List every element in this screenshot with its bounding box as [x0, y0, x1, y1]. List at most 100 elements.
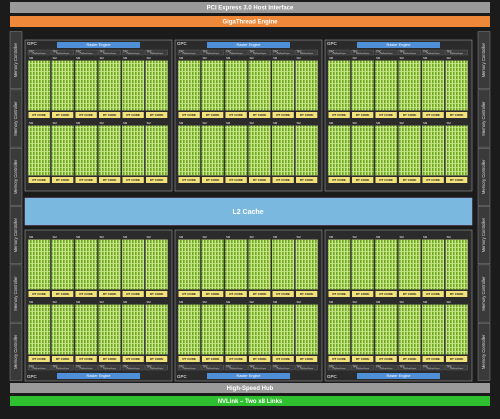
- rt-core-label: RT CORE: [206, 357, 220, 361]
- rt-core: [352, 291, 374, 297]
- tpc-label: TPC: [447, 49, 452, 53]
- rt-core-label: RT CORE: [32, 357, 46, 361]
- sm-cores: [351, 125, 374, 176]
- nvlink-label: NVLink – Two x8 Links: [218, 399, 283, 405]
- sm-label: SM: [179, 56, 184, 60]
- sm-label: SM: [29, 300, 34, 304]
- polymorph-label: PolyMorph Engine: [206, 53, 219, 55]
- rt-core-label: RT CORE: [56, 113, 70, 117]
- sm-label: SM: [447, 235, 452, 239]
- rt-core: [178, 177, 200, 183]
- rt-core: [272, 356, 294, 362]
- sm-cores: [98, 304, 121, 355]
- sm-cores: [27, 60, 51, 111]
- rt-core-label: RT CORE: [356, 292, 370, 296]
- sm-label: SM: [273, 121, 278, 125]
- tpc: [351, 49, 374, 56]
- rt-core-label: RT CORE: [379, 357, 393, 361]
- rt-core: [52, 112, 74, 118]
- sm-label: SM: [423, 56, 428, 60]
- sm-label: SM: [147, 121, 152, 125]
- tpc-label: TPC: [203, 49, 208, 53]
- sm-cores: [421, 239, 445, 290]
- rt-core-label: RT CORE: [103, 292, 117, 296]
- polymorph-label: PolyMorph Engine: [427, 53, 440, 55]
- rt-core: [272, 112, 294, 118]
- rt-core: [225, 177, 247, 183]
- sm-cores: [351, 304, 374, 355]
- sm-label: SM: [226, 121, 231, 125]
- memory-controller: [477, 147, 491, 206]
- sm-cores: [224, 239, 248, 290]
- sm-cores: [374, 239, 398, 290]
- sm-label: SM: [179, 300, 184, 304]
- sm-label: SM: [203, 235, 208, 239]
- sm-label: SM: [147, 56, 152, 60]
- memory-controller-label: Memory Controller: [13, 217, 18, 252]
- rt-core-label: RT CORE: [229, 292, 243, 296]
- gigathread-label: GigaThread Engine: [222, 20, 278, 26]
- sm-cores: [248, 125, 271, 176]
- tpc-label: TPC: [29, 364, 34, 368]
- sm-cores: [421, 60, 445, 111]
- gpc-label: GPC: [177, 374, 188, 379]
- tpc-label: TPC: [400, 49, 405, 53]
- gpc-label: GPC: [27, 41, 38, 46]
- rt-core-label: RT CORE: [126, 178, 140, 182]
- sm-label: SM: [76, 121, 81, 125]
- sm-label: SM: [297, 121, 302, 125]
- rt-core-label: RT CORE: [332, 178, 346, 182]
- raster-engine-label: Raster Engine: [386, 374, 410, 378]
- memory-controller: [477, 322, 491, 381]
- sm-cores: [98, 60, 121, 111]
- sm-cores: [248, 60, 271, 111]
- sm-cores: [445, 304, 468, 355]
- rt-core: [28, 177, 50, 183]
- sm-label: SM: [53, 121, 58, 125]
- sm-cores: [327, 239, 351, 290]
- gpc-label: GPC: [177, 41, 188, 46]
- rt-core: [352, 177, 374, 183]
- rt-core-label: RT CORE: [56, 357, 70, 361]
- sm-label: SM: [329, 300, 334, 304]
- sm-cores: [74, 239, 98, 290]
- rt-core-label: RT CORE: [206, 292, 220, 296]
- sm-label: SM: [376, 121, 381, 125]
- tpc-label: TPC: [203, 364, 208, 368]
- rt-core: [122, 291, 144, 297]
- rt-core: [249, 356, 271, 362]
- tpc: [398, 49, 421, 56]
- gigathread-bar: [10, 16, 490, 27]
- sm-label: SM: [400, 56, 405, 60]
- tpc: [248, 364, 271, 371]
- tpc: [271, 364, 295, 371]
- tpc: [421, 364, 445, 371]
- sm-label: SM: [353, 235, 358, 239]
- sm-label: SM: [353, 300, 358, 304]
- tpc-label: TPC: [353, 364, 358, 368]
- sm-cores: [271, 239, 295, 290]
- sm-label: SM: [203, 56, 208, 60]
- sm-cores: [351, 60, 374, 111]
- sm-label: SM: [423, 300, 428, 304]
- pcie-bar: [10, 2, 490, 13]
- tpc: [201, 49, 224, 56]
- sm-label: SM: [29, 56, 34, 60]
- rt-core-label: RT CORE: [229, 178, 243, 182]
- rt-core: [122, 356, 144, 362]
- polymorph-label: PolyMorph Engine: [150, 53, 163, 55]
- tpc-label: TPC: [53, 49, 58, 53]
- memory-controller-label: Memory Controller: [13, 42, 18, 77]
- sm-label: SM: [297, 56, 302, 60]
- rt-core: [28, 356, 50, 362]
- polymorph-label: PolyMorph Engine: [80, 368, 93, 370]
- rt-core: [99, 356, 121, 362]
- l2-cache: [24, 197, 473, 226]
- sm-label: SM: [179, 121, 184, 125]
- tpc: [121, 364, 145, 371]
- polymorph-label: PolyMorph Engine: [277, 53, 290, 55]
- tpc: [351, 364, 374, 371]
- tpc-label: TPC: [376, 49, 381, 53]
- polymorph-label: PolyMorph Engine: [356, 53, 369, 55]
- tpc-label: TPC: [423, 364, 428, 368]
